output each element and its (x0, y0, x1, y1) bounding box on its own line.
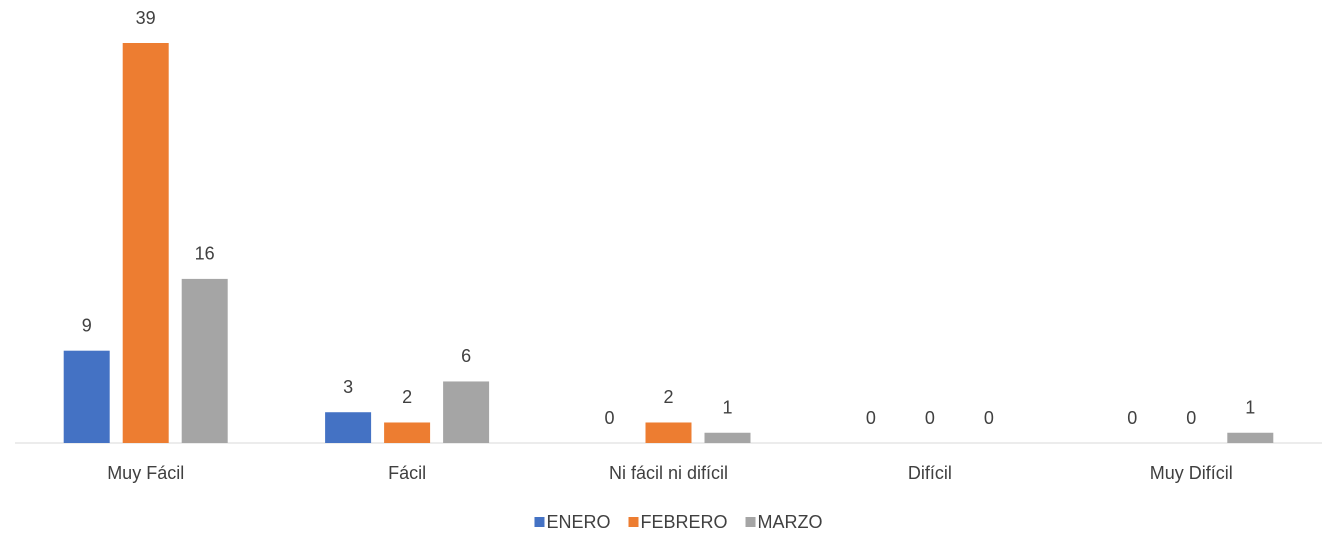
x-tick-label: Muy Difícil (1150, 463, 1233, 483)
data-label: 2 (402, 387, 412, 407)
bar (443, 381, 490, 443)
data-label: 0 (866, 408, 876, 428)
data-label: 0 (604, 408, 614, 428)
data-label: 0 (984, 408, 994, 428)
data-label: 0 (1127, 408, 1137, 428)
data-label: 0 (925, 408, 935, 428)
legend-swatch (745, 517, 756, 527)
x-tick-label: Fácil (388, 463, 426, 483)
bar (645, 422, 692, 443)
legend-label: ENERO (546, 512, 610, 532)
data-label: 6 (461, 346, 471, 366)
data-label: 39 (136, 8, 156, 28)
bar (63, 350, 110, 443)
data-label: 3 (343, 377, 353, 397)
bar (384, 422, 431, 443)
data-label: 1 (722, 397, 732, 417)
legend-label: FEBRERO (641, 512, 728, 532)
legend-label: MARZO (758, 512, 823, 532)
data-label: 1 (1245, 397, 1255, 417)
bar (122, 43, 169, 443)
bar (1227, 432, 1274, 443)
data-label: 2 (663, 387, 673, 407)
x-tick-label: Ni fácil ni difícil (609, 463, 728, 483)
bar (704, 432, 751, 443)
x-tick-label: Muy Fácil (107, 463, 184, 483)
data-label: 16 (195, 244, 215, 264)
bar (181, 278, 228, 443)
data-label: 9 (82, 315, 92, 335)
legend-swatch (628, 517, 639, 527)
x-tick-label: Difícil (908, 463, 952, 483)
legend-swatch (534, 517, 545, 527)
bar (325, 412, 372, 443)
data-label: 0 (1186, 408, 1196, 428)
